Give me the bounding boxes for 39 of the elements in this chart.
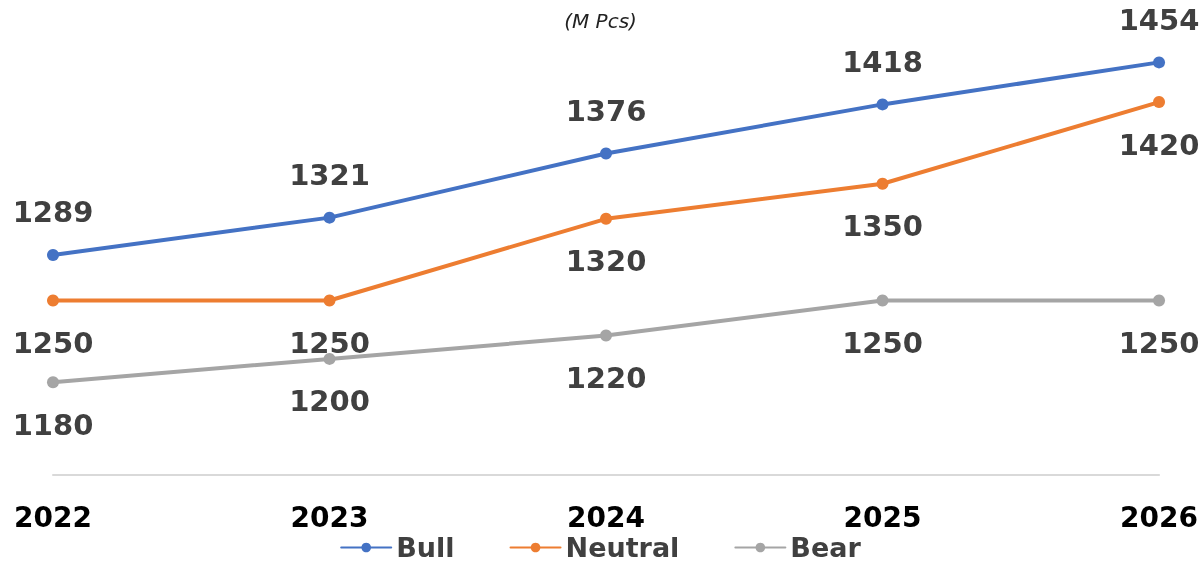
- chart-subtitle: (M Pcs): [564, 9, 637, 33]
- data-label: 1418: [842, 44, 923, 79]
- point: [323, 211, 336, 224]
- point: [47, 376, 59, 389]
- data-label: 1420: [1118, 127, 1200, 162]
- point: [600, 147, 613, 160]
- data-label: 1250: [289, 326, 370, 361]
- data-label: 1376: [565, 93, 647, 128]
- point: [1153, 56, 1166, 69]
- point: [600, 329, 613, 342]
- point: [876, 294, 889, 307]
- data-label: 1320: [565, 244, 647, 279]
- x-tick-label: 2026: [1120, 500, 1198, 534]
- x-tick-label: 2023: [290, 500, 369, 534]
- point: [323, 294, 336, 307]
- point: [1153, 294, 1166, 307]
- x-tick-label: 2022: [14, 500, 92, 534]
- x-tick-label: 2025: [843, 500, 922, 534]
- legend-label: Neutral: [565, 532, 680, 563]
- point: [600, 212, 613, 225]
- data-label: 1454: [1118, 2, 1200, 37]
- data-label: 1250: [1118, 326, 1200, 361]
- point: [47, 294, 59, 307]
- point: [876, 177, 889, 190]
- point: [47, 249, 59, 261]
- legend-label: Bull: [396, 532, 455, 563]
- legend-label: Bear: [790, 532, 862, 563]
- data-label: 1250: [842, 326, 923, 361]
- data-label: 1350: [842, 209, 923, 244]
- data-label: 1180: [12, 407, 94, 442]
- data-label: 1220: [565, 361, 647, 396]
- data-label: 1321: [289, 158, 370, 193]
- data-label: 1289: [12, 195, 94, 230]
- data-label: 1200: [289, 384, 370, 419]
- data-label: 1250: [12, 326, 94, 361]
- point: [1153, 96, 1166, 109]
- point: [323, 352, 336, 365]
- x-tick-label: 2024: [567, 500, 645, 534]
- point: [876, 98, 889, 111]
